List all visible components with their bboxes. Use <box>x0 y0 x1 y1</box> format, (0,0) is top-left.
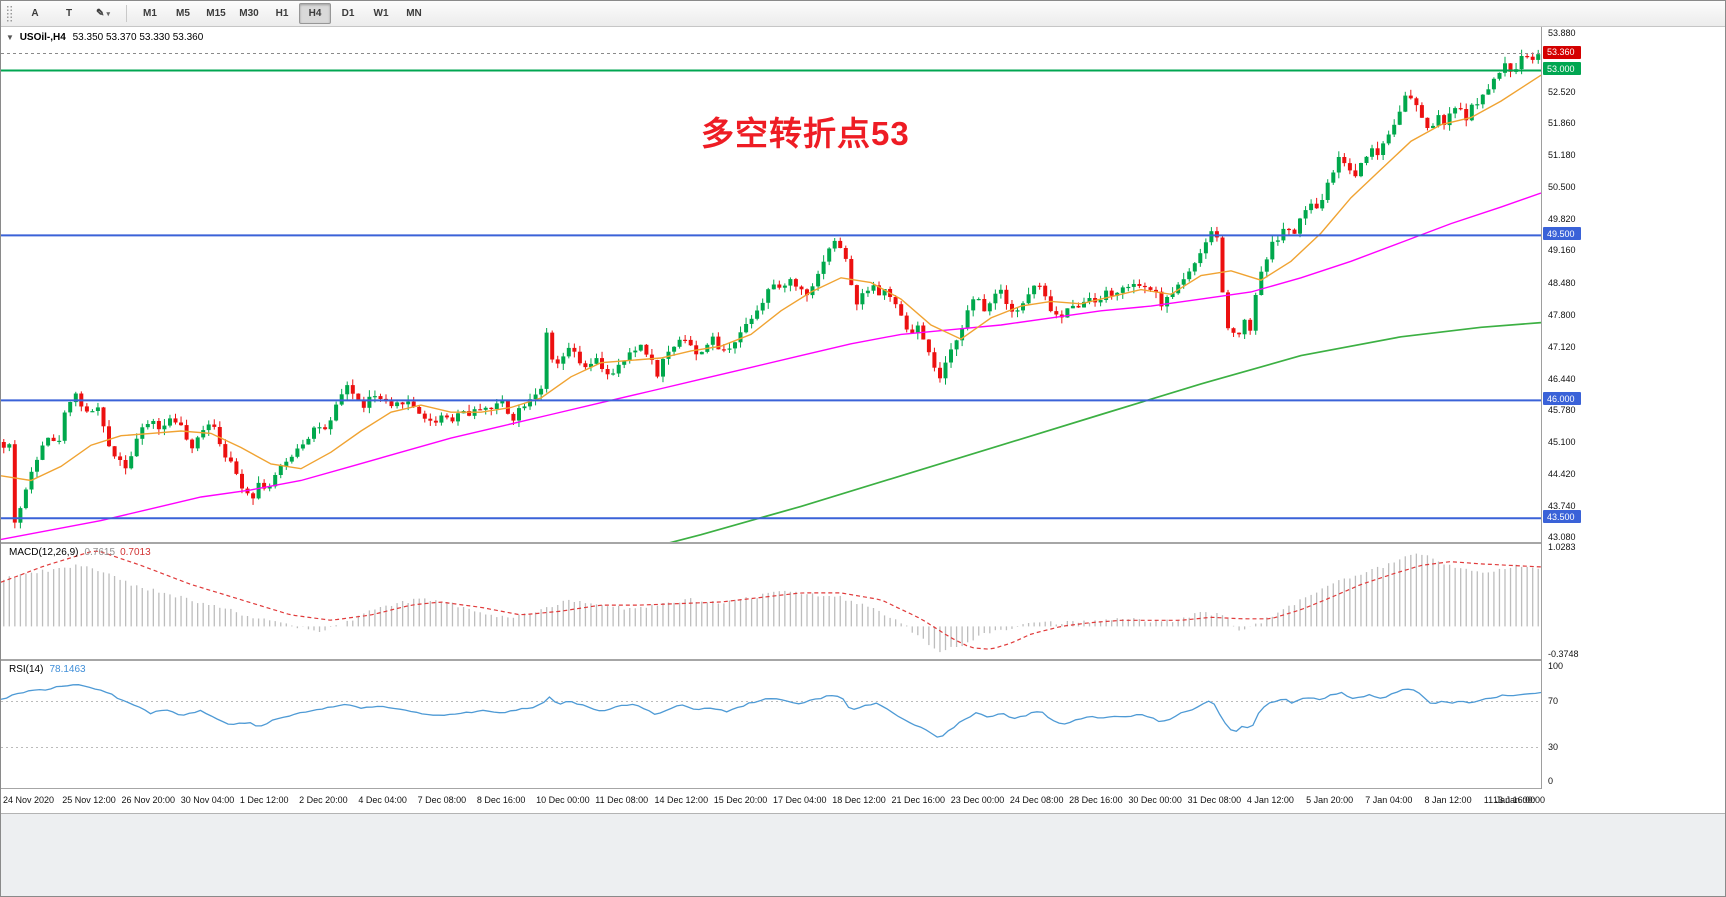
macd-scale-label: -0.3748 <box>1548 649 1579 659</box>
rsi-indicator-panel[interactable] <box>1 661 1541 788</box>
timeframe-m1-button[interactable]: M1 <box>143 8 157 19</box>
symbol-period-label: USOil-,H4 <box>19 32 66 43</box>
ohlc-values: 53.350 53.370 53.330 53.360 <box>72 32 204 43</box>
price-tick-label: 46.440 <box>1548 373 1576 384</box>
panel-separator[interactable] <box>1 542 1725 544</box>
one-click-trading-toggle[interactable]: ▼ <box>6 33 14 42</box>
toolbar-grip[interactable] <box>6 4 13 23</box>
shapes-icon: ✎ <box>96 8 105 19</box>
toolbar-separator <box>126 5 127 22</box>
price-tick-label: 50.500 <box>1548 182 1576 193</box>
rsi-scale-label: 30 <box>1548 741 1559 752</box>
timeframe-m15-button[interactable]: M15 <box>206 8 226 19</box>
panel-separator[interactable] <box>1 659 1725 661</box>
macd-scale-label: 1.0283 <box>1548 542 1576 552</box>
timeframe-h1-button[interactable]: H1 <box>275 8 289 19</box>
time-axis-label: 24 Nov 2020 <box>3 795 55 805</box>
current-price-badge: 53.360 <box>1543 45 1581 59</box>
time-axis-label: 7 Jan 04:00 <box>1365 795 1413 805</box>
moving-averages-layer <box>1 74 1541 542</box>
rsi-line <box>1 684 1541 738</box>
ma-slow-green-line[interactable] <box>601 321 1541 542</box>
timeframe-h4-button[interactable]: H4 <box>299 3 331 24</box>
timeframe-mn-button[interactable]: MN <box>406 8 422 19</box>
time-axis-label: 8 Jan 12:00 <box>1424 795 1472 805</box>
macd-label: MACD(12,26,9) 0.7615 0.7013 <box>9 547 151 558</box>
macd-histogram <box>3 553 1539 653</box>
hline-price-badge: 49.500 <box>1543 227 1581 241</box>
time-axis-label: 10 Dec 00:00 <box>536 795 590 805</box>
arrow-label-tool-button[interactable]: A <box>31 8 39 19</box>
hline-price-badge: 46.000 <box>1543 392 1581 406</box>
time-axis-label: 15 Dec 20:00 <box>713 795 768 805</box>
main-price-chart[interactable] <box>1 27 1541 542</box>
price-tick-label: 49.820 <box>1548 214 1576 225</box>
time-axis-label: 17 Dec 04:00 <box>773 795 827 805</box>
time-axis-label: 30 Dec 00:00 <box>1128 795 1182 805</box>
price-scale[interactable]: 53.880 52.520 51.860 51.180 50.500 49.820 49.1… <box>1541 27 1725 789</box>
time-axis-label: 21 Dec 16:00 <box>891 795 945 805</box>
time-axis[interactable]: 24 Nov 2020 25 Nov 12:00 26 Nov 20:00 30 No… <box>1 789 1725 813</box>
time-axis-label: 24 Dec 08:00 <box>1009 795 1064 805</box>
hline-price-badge: 53.000 <box>1543 62 1581 76</box>
time-axis-label: 23 Dec 00:00 <box>950 795 1005 805</box>
price-tick-label: 48.480 <box>1548 277 1576 288</box>
time-axis-label: 14 Dec 12:00 <box>654 795 709 805</box>
time-axis-label: 26 Nov 20:00 <box>121 795 175 805</box>
time-axis-label: 11 Dec 08:00 <box>595 795 649 805</box>
time-axis-label: 11 Jan 16:00 <box>1483 795 1536 805</box>
chart-annotation-text[interactable]: 多空转折点53 <box>701 115 910 152</box>
ma-fast-orange-line[interactable] <box>1 74 1541 482</box>
timeframe-w1-button[interactable]: W1 <box>373 8 389 19</box>
shapes-tool-button[interactable]: ✎ ▾ <box>87 3 119 24</box>
price-tick-label: 51.860 <box>1548 118 1576 129</box>
price-tick-label: 45.780 <box>1548 404 1576 415</box>
price-tick-label: 47.120 <box>1548 341 1576 352</box>
time-axis-label: 18 Dec 12:00 <box>832 795 886 805</box>
time-axis-label: 13 Jan 00:00 <box>1493 795 1546 805</box>
macd-indicator-panel[interactable] <box>1 544 1541 659</box>
price-tick-label: 49.160 <box>1548 245 1576 256</box>
hline-price-badge: 43.500 <box>1543 510 1581 524</box>
time-axis-label: 25 Nov 12:00 <box>62 795 116 805</box>
toolbar: A T ✎ ▾ M1 M5 M15 M30 H1 H4 D1 W1 MN <box>1 1 1725 27</box>
text-tool-button[interactable]: T <box>65 8 73 19</box>
rsi-label: RSI(14) 78.1463 <box>9 664 86 675</box>
timeframe-m30-button[interactable]: M30 <box>239 8 259 19</box>
timeframe-button-group: M1 M5 M15 M30 H1 H4 D1 W1 MN <box>134 3 430 24</box>
time-axis-label: 5 Jan 20:00 <box>1306 795 1354 805</box>
window-bottom-area <box>1 813 1725 896</box>
ma-mid-magenta-line[interactable] <box>1 192 1541 541</box>
rsi-scale-label: 0 <box>1548 776 1554 786</box>
candles-layer <box>1 49 1541 529</box>
time-axis-label: 30 Nov 04:00 <box>180 795 235 805</box>
time-axis-label: 31 Dec 08:00 <box>1187 795 1242 805</box>
time-axis-label: 28 Dec 16:00 <box>1069 795 1123 805</box>
axis-separator <box>1 788 1725 789</box>
price-tick-label: 47.800 <box>1548 309 1576 320</box>
time-axis-label: 4 Dec 04:00 <box>358 795 407 805</box>
rsi-scale-label: 70 <box>1548 695 1559 706</box>
chart-title: ▼ USOil-,H4 53.350 53.370 53.330 53.360 <box>6 32 203 43</box>
price-tick-label: 52.520 <box>1548 87 1576 98</box>
time-axis-label: 7 Dec 08:00 <box>417 795 467 805</box>
time-axis-label: 8 Dec 16:00 <box>476 795 526 805</box>
macd-signal-line <box>1 550 1541 650</box>
time-axis-label: 1 Dec 12:00 <box>239 795 289 805</box>
price-tick-label: 51.180 <box>1548 150 1576 161</box>
rsi-scale-label: 100 <box>1548 661 1564 671</box>
price-tick-label: 53.880 <box>1548 28 1576 38</box>
time-axis-label: 4 Jan 12:00 <box>1246 795 1294 805</box>
timeframe-d1-button[interactable]: D1 <box>341 8 355 19</box>
time-axis-label: 2 Dec 20:00 <box>299 795 348 805</box>
price-tick-label: 43.740 <box>1548 500 1576 511</box>
price-tick-label: 44.420 <box>1548 468 1576 479</box>
price-tick-label: 43.080 <box>1548 532 1576 542</box>
timeframe-m5-button[interactable]: M5 <box>176 8 190 19</box>
price-tick-label: 45.100 <box>1548 436 1576 447</box>
dropdown-caret-icon: ▾ <box>106 10 110 18</box>
